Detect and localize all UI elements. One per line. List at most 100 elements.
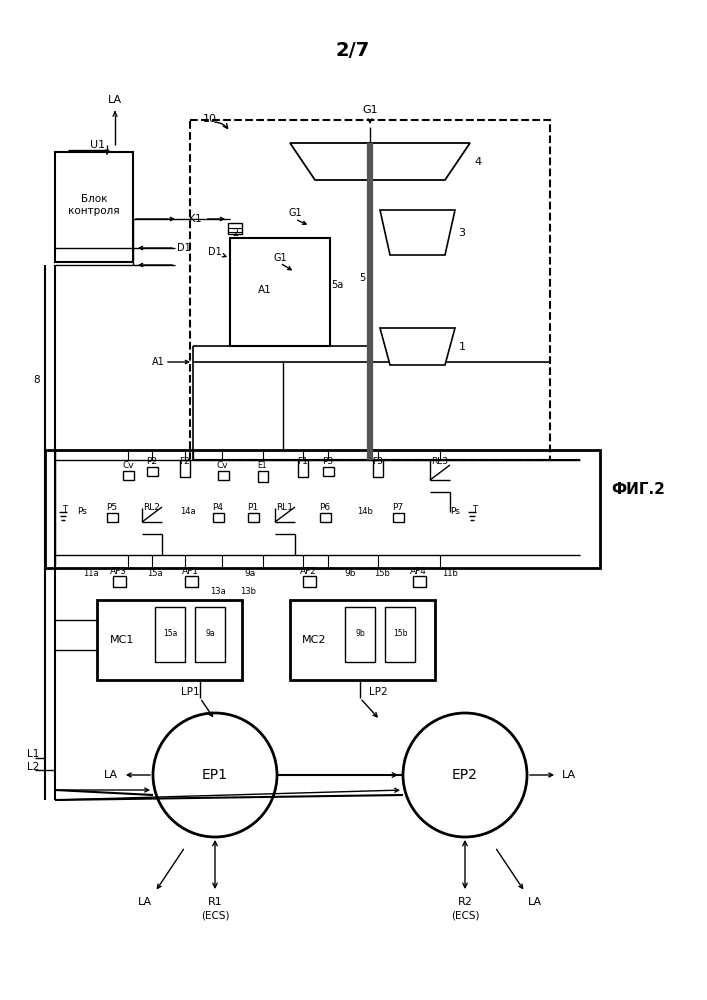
Text: 9a: 9a (205, 630, 215, 639)
Text: P5: P5 (107, 504, 117, 512)
Polygon shape (380, 210, 455, 255)
Bar (290, 600, 435, 680)
Text: P6: P6 (320, 504, 331, 512)
Bar (155, 607, 185, 662)
Text: L1: L1 (27, 749, 39, 759)
Bar (228, 223, 242, 234)
Text: 9b: 9b (344, 568, 356, 578)
Bar (345, 607, 375, 662)
Text: RL3: RL3 (431, 456, 448, 466)
Bar (373, 460, 383, 477)
Text: 11b: 11b (442, 568, 458, 578)
Text: AF4: AF4 (409, 566, 426, 576)
Text: LA: LA (528, 897, 542, 907)
Text: K1: K1 (189, 214, 201, 224)
Text: T: T (62, 506, 67, 514)
Text: 15a: 15a (147, 568, 163, 578)
Text: G1: G1 (362, 105, 378, 115)
Text: 11a: 11a (83, 568, 99, 578)
Text: 5: 5 (359, 273, 365, 283)
Text: 13a: 13a (210, 587, 226, 596)
Text: U1: U1 (90, 140, 105, 150)
Text: MC2: MC2 (302, 635, 327, 645)
Text: RL2: RL2 (144, 504, 160, 512)
Text: P2: P2 (146, 456, 158, 466)
Text: 13b: 13b (240, 587, 256, 596)
Polygon shape (290, 143, 470, 180)
Text: R2: R2 (457, 897, 472, 907)
Bar (248, 513, 259, 522)
Text: 3: 3 (459, 228, 465, 238)
Bar (385, 607, 415, 662)
Text: 8: 8 (34, 375, 40, 385)
Bar (190, 120, 550, 460)
Text: 15b: 15b (374, 568, 390, 578)
Text: MC1: MC1 (110, 635, 134, 645)
Text: 4: 4 (474, 157, 481, 167)
Text: 1: 1 (459, 342, 465, 352)
Text: AF2: AF2 (300, 566, 317, 576)
Text: F1: F1 (298, 456, 308, 466)
Bar (413, 576, 426, 587)
Text: LA: LA (104, 770, 118, 780)
Bar (218, 471, 229, 480)
Bar (393, 513, 404, 522)
Bar (97, 600, 242, 680)
Text: R1: R1 (208, 897, 223, 907)
Text: F2: F2 (180, 456, 190, 466)
Text: 5a: 5a (331, 280, 343, 290)
Text: 2: 2 (232, 228, 238, 238)
Bar (258, 471, 268, 482)
Bar (320, 513, 331, 522)
Bar (298, 460, 308, 477)
Text: T: T (472, 506, 477, 514)
Text: LA: LA (138, 897, 152, 907)
Text: LP2: LP2 (368, 687, 387, 697)
Text: RL1: RL1 (276, 504, 293, 512)
Text: LA: LA (108, 95, 122, 105)
Text: A1: A1 (258, 285, 272, 295)
Text: 2/7: 2/7 (336, 40, 370, 60)
Text: Блок
контроля: Блок контроля (68, 194, 119, 216)
Bar (303, 576, 316, 587)
Bar (113, 576, 126, 587)
Text: ФИГ.2: ФИГ.2 (611, 483, 665, 497)
Bar (147, 467, 158, 476)
Text: G1: G1 (273, 253, 287, 263)
Text: 14a: 14a (180, 508, 196, 516)
Text: AF3: AF3 (110, 566, 127, 576)
Text: Cv: Cv (122, 460, 134, 470)
Text: EP1: EP1 (202, 768, 228, 782)
Text: 14b: 14b (357, 508, 373, 516)
Text: AF1: AF1 (182, 566, 199, 576)
Text: LP1: LP1 (181, 687, 199, 697)
Bar (45, 450, 600, 568)
Text: D1: D1 (177, 243, 191, 253)
Text: 9b: 9b (355, 630, 365, 639)
Text: 15b: 15b (393, 630, 407, 639)
Text: LA: LA (562, 770, 576, 780)
Text: Ps: Ps (77, 508, 87, 516)
Text: 9a: 9a (245, 568, 256, 578)
Bar (55, 152, 133, 262)
Text: A1: A1 (151, 357, 164, 367)
Bar (107, 513, 118, 522)
Text: (ECS): (ECS) (451, 911, 479, 921)
Text: 15a: 15a (163, 630, 177, 639)
Text: L2: L2 (27, 762, 39, 772)
Bar (323, 467, 334, 476)
Text: D1: D1 (208, 247, 222, 257)
Text: 10: 10 (203, 114, 217, 124)
Text: G1: G1 (288, 208, 302, 218)
Text: Ps: Ps (450, 508, 460, 516)
Text: EP2: EP2 (452, 768, 478, 782)
Text: P7: P7 (392, 504, 404, 512)
Bar (213, 513, 224, 522)
Text: P1: P1 (247, 504, 259, 512)
Bar (180, 460, 190, 477)
Text: E1: E1 (257, 460, 267, 470)
Text: P4: P4 (213, 504, 223, 512)
Bar (230, 238, 330, 346)
Bar (195, 607, 225, 662)
Bar (123, 471, 134, 480)
